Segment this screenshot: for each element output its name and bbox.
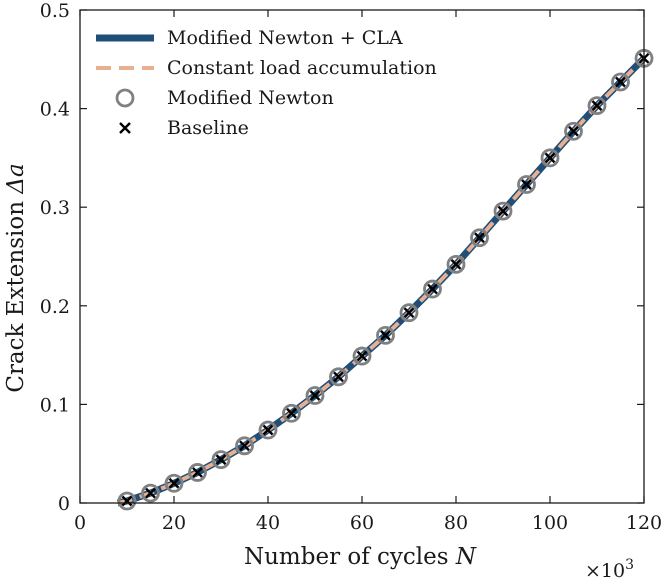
x-axis-multiplier: ×103 bbox=[585, 557, 634, 581]
data-point-modified-newton bbox=[470, 228, 489, 248]
data-point-modified-newton bbox=[282, 403, 301, 423]
data-point-baseline bbox=[403, 307, 415, 319]
data-point-baseline bbox=[192, 467, 203, 478]
x-axis-title: Number of cycles N bbox=[244, 544, 477, 570]
data-point-modified-newton bbox=[517, 175, 536, 194]
legend-label-baseline: Baseline bbox=[167, 117, 249, 139]
data-point-modified-newton bbox=[188, 463, 207, 482]
data-point-baseline bbox=[544, 152, 556, 164]
x-tick-label: 40 bbox=[256, 512, 280, 534]
data-point-baseline bbox=[309, 390, 321, 401]
data-point-baseline bbox=[262, 424, 274, 436]
data-point-baseline bbox=[121, 495, 133, 507]
data-point-baseline bbox=[568, 125, 579, 137]
data-point-baseline bbox=[380, 330, 391, 341]
data-point-modified-newton bbox=[399, 303, 419, 323]
data-point-baseline bbox=[591, 100, 603, 111]
legend-label-modified-newton: Modified Newton bbox=[167, 87, 334, 109]
legend-label-modified-newton-cla: Modified Newton + CLA bbox=[167, 27, 403, 49]
data-point-modified-newton bbox=[305, 386, 325, 405]
data-point-baseline bbox=[427, 283, 438, 295]
data-point-modified-newton bbox=[329, 367, 348, 387]
x-tick-label: 80 bbox=[444, 512, 468, 534]
data-point-modified-newton bbox=[352, 346, 372, 366]
data-point-baseline bbox=[286, 407, 297, 419]
series-layer bbox=[116, 48, 654, 511]
data-point-modified-newton bbox=[235, 436, 254, 456]
y-tick-label: 0.1 bbox=[40, 394, 70, 416]
data-point-modified-newton bbox=[258, 420, 278, 440]
series-line-constant-load-accumulation bbox=[117, 56, 646, 505]
data-point-baseline bbox=[450, 259, 462, 270]
legend-marker-modified-newton bbox=[115, 88, 135, 108]
data-point-baseline bbox=[474, 232, 485, 244]
data-point-modified-newton bbox=[164, 473, 184, 493]
data-point-baseline bbox=[168, 477, 180, 489]
data-point-modified-newton bbox=[587, 96, 607, 116]
legend-marker-baseline bbox=[119, 122, 131, 134]
data-point-modified-newton bbox=[376, 325, 395, 345]
data-point-modified-newton bbox=[446, 254, 466, 274]
y-axis-title: Crack Extension Δa bbox=[3, 163, 29, 392]
plot-frame bbox=[79, 9, 645, 504]
legend-label-constant-load: Constant load accumulation bbox=[167, 57, 437, 79]
data-point-baseline bbox=[356, 350, 368, 362]
data-point-baseline bbox=[239, 440, 250, 452]
legend: Modified Newton + CLA Constant load accu… bbox=[96, 27, 437, 139]
x-tick-label: 120 bbox=[626, 512, 662, 534]
data-point-modified-newton bbox=[423, 279, 442, 299]
data-point-modified-newton bbox=[540, 148, 560, 168]
data-point-modified-newton bbox=[564, 121, 583, 141]
data-point-baseline bbox=[521, 179, 532, 190]
data-point-modified-newton bbox=[493, 201, 513, 221]
y-tick-label: 0.4 bbox=[40, 99, 70, 121]
x-tick-label: 60 bbox=[350, 512, 374, 534]
data-point-baseline bbox=[615, 76, 626, 88]
data-point-baseline bbox=[215, 454, 227, 465]
data-point-baseline bbox=[497, 205, 509, 217]
y-tick-label: 0.3 bbox=[40, 197, 70, 219]
y-tick-label: 0 bbox=[58, 493, 70, 515]
x-tick-label: 0 bbox=[74, 512, 86, 534]
x-tick-label: 100 bbox=[532, 512, 568, 534]
y-tick-label: 0.2 bbox=[40, 296, 70, 318]
data-point-modified-newton bbox=[611, 72, 630, 92]
data-point-modified-newton bbox=[141, 483, 160, 503]
data-point-modified-newton bbox=[117, 491, 137, 511]
axis-ticks: 0 20 40 60 80 100 120 0 0.1 0.2 0.3 0.4 0.5 bbox=[40, 0, 662, 534]
data-point-modified-newton bbox=[211, 450, 231, 470]
y-tick-label: 0.5 bbox=[40, 0, 70, 22]
x-tick-label: 20 bbox=[162, 512, 186, 534]
data-point-baseline bbox=[145, 487, 156, 499]
data-point-baseline bbox=[333, 371, 344, 383]
